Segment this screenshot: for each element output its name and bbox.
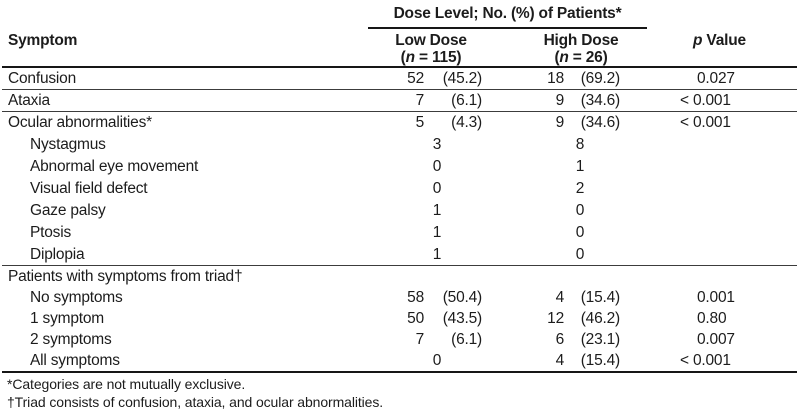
high-dose-count: 0 xyxy=(575,224,585,241)
high-dose-percent: (23.1) xyxy=(580,331,620,348)
low-dose-count: 50 xyxy=(407,310,424,327)
low-dose-count: 1 xyxy=(432,202,442,219)
symptom-label: No symptoms xyxy=(30,289,123,306)
high-dose-count: 8 xyxy=(575,136,585,153)
table-section-row: Patients with symptoms from triad† xyxy=(2,266,797,287)
table-row: Abnormal eye movement 0 1 xyxy=(2,156,797,178)
low-dose-count: 0 xyxy=(432,158,442,175)
high-dose-count: 4 xyxy=(555,352,565,369)
column-header-low-dose: Low Dose (n = 115) xyxy=(395,32,467,66)
low-dose-percent: (6.1) xyxy=(451,331,482,348)
p-value: < 0.001 xyxy=(680,114,731,131)
p-value: 0.001 xyxy=(697,289,735,306)
low-dose-percent: (45.2) xyxy=(442,69,482,87)
high-dose-percent: (46.2) xyxy=(580,310,620,327)
low-dose-count: 3 xyxy=(432,136,442,153)
low-dose-count: 0 xyxy=(432,352,442,369)
p-value: 0.007 xyxy=(697,331,735,348)
high-dose-count: 18 xyxy=(547,69,564,87)
high-dose-count: 9 xyxy=(555,91,565,109)
table-row: All symptoms 0 4 (15.4) < 0.001 xyxy=(2,350,797,371)
high-dose-count: 9 xyxy=(555,114,565,131)
high-dose-percent: (69.2) xyxy=(580,69,620,87)
table-header-row: Symptom Low Dose (n = 115) High Dose (n … xyxy=(2,30,797,68)
table-row: Diplopia 1 0 xyxy=(2,244,797,266)
symptom-label: Confusion xyxy=(8,69,76,87)
low-dose-count: 0 xyxy=(432,180,442,197)
symptom-label: Ataxia xyxy=(8,91,50,109)
p-value: 0.027 xyxy=(697,69,735,87)
low-dose-count: 52 xyxy=(407,69,424,87)
table-row: 2 symptoms 7 (6.1) 6 (23.1) 0.007 xyxy=(2,329,797,350)
high-dose-percent: (15.4) xyxy=(580,289,620,306)
column-header-p-value: p Value xyxy=(693,32,746,49)
high-dose-count: 2 xyxy=(575,180,585,197)
low-dose-percent: (4.3) xyxy=(451,114,482,131)
footnote: *Categories are not mutually exclusive. xyxy=(7,376,246,392)
low-dose-percent: (43.5) xyxy=(442,310,482,327)
high-dose-count: 4 xyxy=(555,289,565,306)
p-value: < 0.001 xyxy=(680,91,731,109)
column-group-header: Dose Level; No. (%) of Patients* xyxy=(368,3,647,29)
high-dose-percent: (15.4) xyxy=(580,352,620,369)
table-footnotes: *Categories are not mutually exclusive. … xyxy=(2,371,797,411)
symptom-label: 2 symptoms xyxy=(30,331,112,348)
table-row: Confusion 52 (45.2) 18 (69.2) 0.027 xyxy=(2,68,797,90)
table-row: Gaze palsy 1 0 xyxy=(2,200,797,222)
table-row: Ptosis 1 0 xyxy=(2,222,797,244)
low-dose-count: 7 xyxy=(415,91,425,109)
high-dose-count: 0 xyxy=(575,245,585,263)
footnote: †Triad consists of confusion, ataxia, an… xyxy=(7,393,384,410)
table-row: Visual field defect 0 2 xyxy=(2,178,797,200)
symptom-label: 1 symptom xyxy=(30,310,104,327)
symptom-label: All symptoms xyxy=(30,352,120,369)
low-dose-count: 5 xyxy=(415,114,425,131)
section-label: Patients with symptoms from triad† xyxy=(8,268,243,285)
column-header-symptom: Symptom xyxy=(8,32,78,49)
low-dose-count: 1 xyxy=(432,245,442,263)
table-row: 1 symptom 50 (43.5) 12 (46.2) 0.80 xyxy=(2,308,797,329)
low-dose-count: 58 xyxy=(407,289,424,306)
symptoms-table: Dose Level; No. (%) of Patients* Symptom… xyxy=(2,0,797,411)
table-header-spanner-row: Dose Level; No. (%) of Patients* xyxy=(2,0,797,30)
p-value: 0.80 xyxy=(697,310,727,327)
high-dose-count: 1 xyxy=(575,158,585,175)
low-dose-count: 1 xyxy=(432,224,442,241)
symptom-label: Diplopia xyxy=(30,245,85,263)
high-dose-percent: (34.6) xyxy=(580,114,620,131)
symptom-label: Visual field defect xyxy=(30,180,148,197)
low-dose-percent: (6.1) xyxy=(451,91,482,109)
high-dose-count: 12 xyxy=(547,310,564,327)
symptom-label: Nystagmus xyxy=(30,136,106,153)
p-value: < 0.001 xyxy=(680,352,731,369)
table-row: No symptoms 58 (50.4) 4 (15.4) 0.001 xyxy=(2,287,797,308)
high-dose-count: 0 xyxy=(575,202,585,219)
symptom-label: Ocular abnormalities* xyxy=(8,114,152,131)
symptom-label: Ptosis xyxy=(30,224,72,241)
symptom-label: Abnormal eye movement xyxy=(30,158,199,175)
high-dose-percent: (34.6) xyxy=(580,91,620,109)
symptom-label: Gaze palsy xyxy=(30,202,106,219)
table-row: Ocular abnormalities* 5 (4.3) 9 (34.6) <… xyxy=(2,112,797,134)
low-dose-percent: (50.4) xyxy=(442,289,482,306)
high-dose-count: 6 xyxy=(555,331,565,348)
table-row: Nystagmus 3 8 xyxy=(2,134,797,156)
table-row: Ataxia 7 (6.1) 9 (34.6) < 0.001 xyxy=(2,90,797,112)
column-header-high-dose: High Dose (n = 26) xyxy=(543,32,619,66)
low-dose-count: 7 xyxy=(415,331,425,348)
